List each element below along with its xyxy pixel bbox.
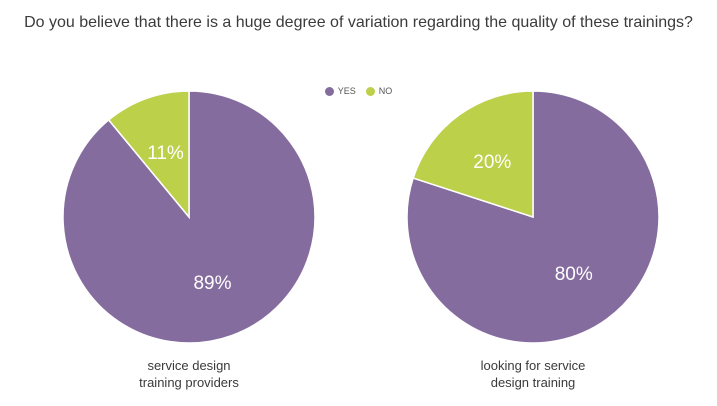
pie-caption-line: looking for service — [480, 358, 586, 373]
legend-label-no: NO — [378, 86, 393, 96]
pie-caption-line: service design — [147, 358, 231, 373]
legend-swatch-yes — [324, 86, 334, 96]
pie-caption-line: design training — [490, 375, 576, 390]
legend-item-no: NO — [365, 86, 393, 96]
pie-label-providers-yes: 89% — [193, 273, 231, 294]
chart-title: Do you believe that there is a huge degr… — [24, 14, 693, 31]
legend-label-yes: YES — [337, 86, 356, 96]
pie-label-seekers-no: 20% — [473, 152, 511, 173]
legend: YES NO — [0, 86, 717, 96]
pie-slice-providers-no — [107, 90, 190, 220]
pie-slice-seekers-no — [412, 90, 534, 219]
pie-caption-line: training providers — [139, 375, 239, 390]
legend-item-yes: YES — [324, 86, 356, 96]
legend-swatch-no — [365, 86, 375, 96]
pie-label-providers-no: 11% — [147, 143, 184, 164]
pie-caption-seekers: looking for service design training — [423, 357, 643, 391]
pie-caption-providers: service design training providers — [79, 357, 299, 391]
pie-label-seekers-yes: 80% — [555, 264, 593, 285]
